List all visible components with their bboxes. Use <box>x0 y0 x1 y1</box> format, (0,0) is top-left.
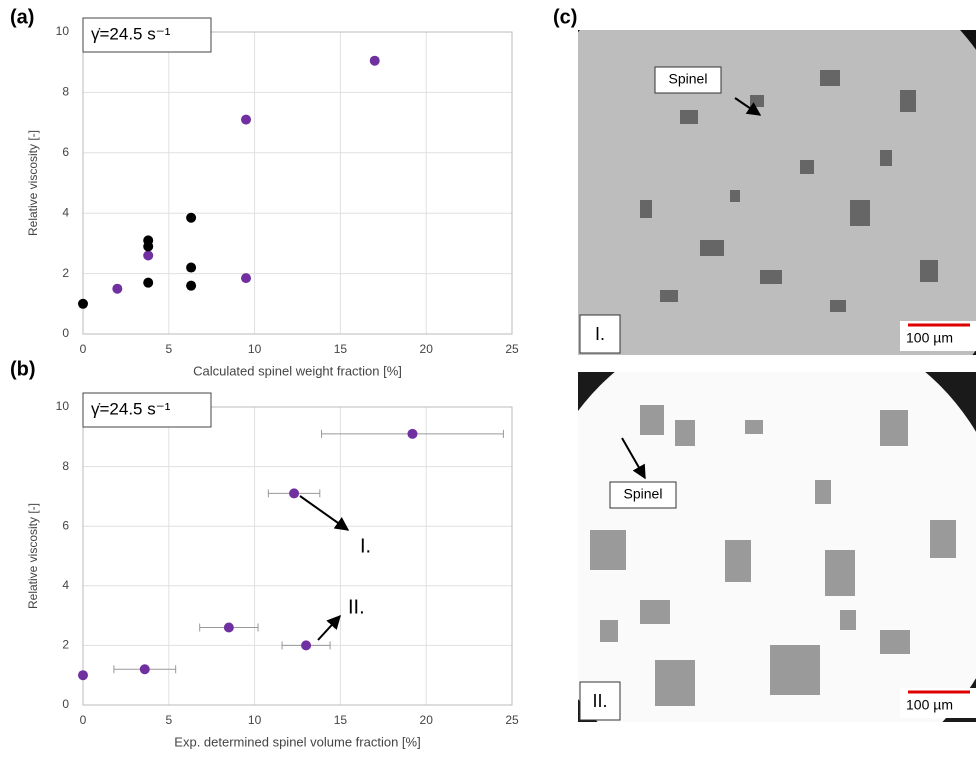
data-point <box>139 664 150 675</box>
x-tick-label: 20 <box>420 342 434 356</box>
data-point <box>143 250 154 261</box>
y-tick-label: 0 <box>62 326 69 340</box>
panel-label: (a) <box>10 6 34 28</box>
data-point <box>78 298 88 309</box>
data-point <box>112 283 123 294</box>
y-axis-label: Relative viscosity [-] <box>26 130 40 236</box>
annotation: γ̇=24.5 s⁻¹ <box>91 24 171 43</box>
data-point <box>241 114 252 125</box>
data-point <box>143 277 154 288</box>
panel-label: (b) <box>10 358 36 380</box>
callout-arrow <box>621 437 646 480</box>
x-tick-label: 25 <box>505 342 519 356</box>
annotation-box <box>609 481 677 509</box>
y-tick-label: 8 <box>62 85 69 99</box>
annotation-box <box>654 66 722 94</box>
y-tick-label: 10 <box>56 24 70 38</box>
x-tick-label: 0 <box>80 713 87 727</box>
y-tick-label: 8 <box>62 459 69 473</box>
plot-frame <box>82 406 513 706</box>
x-axis-label: Calculated spinel weight fraction [%] <box>193 363 402 378</box>
x-axis-label: Exp. determined spinel volume fraction [… <box>174 734 420 749</box>
callout-arrow <box>734 97 762 116</box>
x-tick-label: 25 <box>505 713 519 727</box>
x-tick-label: 5 <box>165 713 172 727</box>
label-box <box>579 681 621 721</box>
data-point <box>407 428 418 439</box>
y-tick-label: 4 <box>62 205 69 219</box>
data-point <box>143 235 154 246</box>
y-tick-label: 0 <box>62 697 69 711</box>
label-box <box>579 314 621 354</box>
data-point <box>223 622 234 633</box>
y-tick-label: 6 <box>62 518 69 532</box>
data-point <box>301 640 312 651</box>
annotation-box <box>82 17 212 53</box>
x-tick-label: 10 <box>248 342 262 356</box>
micrograph-1 <box>578 30 976 355</box>
image-label: I. <box>595 324 605 344</box>
callout-arrow <box>317 614 341 641</box>
y-tick-label: 10 <box>56 399 70 413</box>
image-annotation: Spinel <box>624 486 663 502</box>
data-point <box>186 212 197 223</box>
y-tick-label: 6 <box>62 145 69 159</box>
y-tick-label: 2 <box>62 266 69 280</box>
data-point <box>241 273 252 284</box>
data-point <box>78 670 88 681</box>
annotation-box <box>82 392 212 428</box>
data-point <box>369 55 380 66</box>
x-tick-label: 0 <box>80 342 87 356</box>
callout-arrow <box>299 495 350 531</box>
panel-label: (c) <box>553 6 577 28</box>
y-tick-label: 4 <box>62 578 69 592</box>
scale-label: 100 µm <box>906 697 953 713</box>
x-tick-label: 15 <box>334 342 348 356</box>
plot-frame <box>82 31 513 335</box>
image-annotation: Spinel <box>669 71 708 87</box>
y-tick-label: 2 <box>62 638 69 652</box>
x-tick-label: 15 <box>334 713 348 727</box>
y-axis-label: Relative viscosity [-] <box>26 503 40 609</box>
data-point <box>186 280 197 291</box>
x-tick-label: 20 <box>420 713 434 727</box>
annotation: γ̇=24.5 s⁻¹ <box>91 399 171 418</box>
data-point <box>289 488 300 499</box>
x-tick-label: 10 <box>248 713 262 727</box>
data-point <box>186 262 197 273</box>
image-label: II. <box>592 691 607 711</box>
callout-label: II. <box>348 596 365 618</box>
x-tick-label: 5 <box>165 342 172 356</box>
micrograph-2 <box>578 372 976 722</box>
scale-label: 100 µm <box>906 330 953 346</box>
callout-label: I. <box>360 535 371 557</box>
